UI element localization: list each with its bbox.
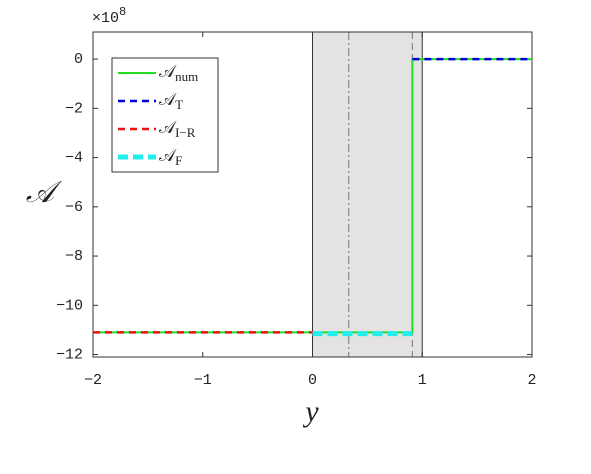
legend-name: 𝒜 bbox=[159, 146, 177, 165]
y-tick-label: −2 bbox=[65, 100, 83, 117]
x-tick-label: 2 bbox=[527, 372, 536, 389]
y-exponent: ×108 bbox=[92, 5, 126, 27]
x-tick-label: 1 bbox=[418, 372, 427, 389]
y-axis-label: 𝒜 bbox=[26, 176, 63, 209]
x-axis-label: y bbox=[302, 395, 319, 428]
exponent-base: ×10 bbox=[92, 10, 119, 27]
legend-label: 𝒜T bbox=[159, 90, 183, 112]
x-tick-label: 0 bbox=[308, 372, 317, 389]
x-tick-label: −1 bbox=[194, 372, 212, 389]
y-tick-label: −6 bbox=[65, 199, 83, 216]
y-tick-label: −4 bbox=[65, 150, 83, 167]
exponent-power: 8 bbox=[119, 5, 126, 19]
shaded-region bbox=[312, 31, 423, 358]
y-tick-label: 0 bbox=[74, 51, 83, 68]
legend-subscript: T bbox=[175, 97, 183, 112]
y-tick-label: −12 bbox=[56, 347, 83, 364]
legend-label: 𝒜F bbox=[159, 146, 182, 168]
legend-name: 𝒜 bbox=[159, 62, 177, 81]
y-tick-label: −10 bbox=[56, 297, 83, 314]
legend-subscript: F bbox=[175, 153, 182, 168]
legend-label: 𝒜I−R bbox=[159, 118, 196, 140]
x-tick-label: −2 bbox=[84, 372, 102, 389]
y-tick-label: −8 bbox=[65, 248, 83, 265]
legend-name: 𝒜 bbox=[159, 118, 177, 137]
legend-name: 𝒜 bbox=[159, 90, 177, 109]
legend-subscript: num bbox=[175, 69, 198, 84]
legend-label: 𝒜num bbox=[159, 62, 198, 84]
legend-subscript: I−R bbox=[175, 125, 196, 140]
legend-box bbox=[111, 57, 219, 173]
